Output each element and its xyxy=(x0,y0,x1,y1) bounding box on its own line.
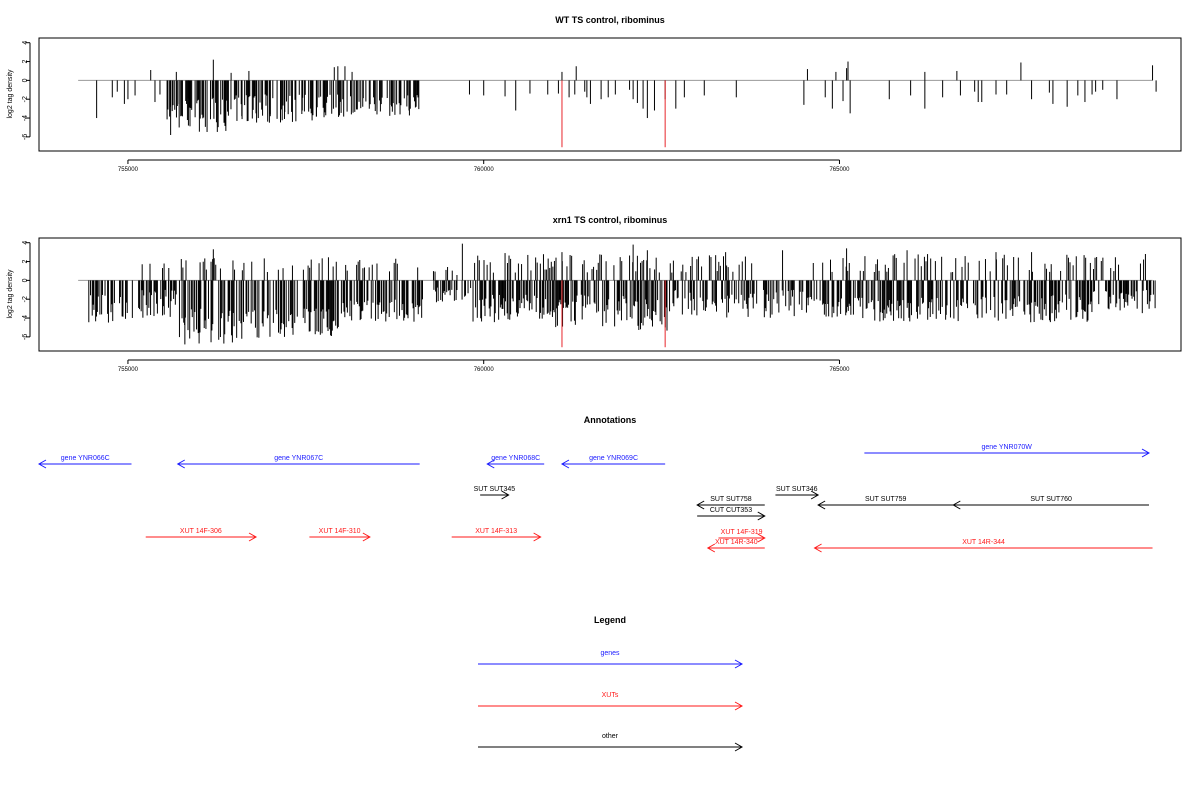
y-axis: 4 2 0 -2 -4 -6 xyxy=(22,41,31,140)
x-tick-label: 765000 xyxy=(829,167,850,173)
legend-label: XUTs xyxy=(602,692,619,699)
legend-arrowhead xyxy=(734,701,744,711)
feature-arrowhead xyxy=(706,543,716,553)
y-axis-label: log2 tag density xyxy=(7,269,14,319)
feature-arrowhead xyxy=(533,532,542,542)
legend-item: XUTs xyxy=(478,692,744,711)
feature-label: XUT 14F-310 xyxy=(319,528,361,535)
feature-arrowhead xyxy=(486,459,495,469)
legend-item: genes xyxy=(478,650,744,669)
y-tick-label: -2 xyxy=(22,96,29,102)
annotation-feature: gene YNR066C xyxy=(37,455,132,469)
x-tick-label: 765000 xyxy=(829,367,850,373)
annotation-feature: gene YNR070W xyxy=(864,444,1150,458)
feature-label: XUT 14F-319 xyxy=(721,529,763,536)
y-tick-label: 0 xyxy=(22,278,29,282)
plot-frame xyxy=(38,37,1182,152)
feature-arrowhead xyxy=(248,532,258,542)
annotation-feature: gene YNR068C xyxy=(486,455,545,469)
y-tick-label: 0 xyxy=(22,78,29,82)
legend-arrowhead xyxy=(734,742,744,752)
y-tick-label: 2 xyxy=(22,59,29,63)
feature-label: XUT 14F-306 xyxy=(180,528,222,535)
feature-arrowhead xyxy=(810,490,820,500)
plot-frame xyxy=(38,237,1182,352)
feature-arrowhead xyxy=(560,459,570,469)
y-axis-label: log2 tag density xyxy=(7,69,14,119)
feature-label: gene YNR067C xyxy=(274,455,323,462)
feature-label: XUT 14R-344 xyxy=(962,539,1005,546)
y-tick-label: -6 xyxy=(22,134,29,140)
annotation-feature: SUT SUT758 xyxy=(696,496,765,510)
x-axis: 755000 760000 765000 xyxy=(118,359,850,373)
y-tick-label: -2 xyxy=(22,296,29,302)
feature-arrowhead xyxy=(696,500,705,510)
x-tick-label: 755000 xyxy=(118,167,139,173)
annotation-features: gene YNR066C gene YNR067C gene YNR068C gene… xyxy=(37,444,1153,553)
annotation-feature: XUT 14F-319 xyxy=(718,529,766,543)
annotation-feature: XUT 14F-313 xyxy=(451,528,542,542)
annotation-feature: SUT SUT759 xyxy=(817,496,954,510)
legend-label: other xyxy=(602,733,619,740)
legend-title: Legend xyxy=(594,615,626,625)
wt-ts-control-panel: WT TS control, ribominus log2 tag densit… xyxy=(7,15,1182,173)
annotation-feature: SUT SUT760 xyxy=(952,496,1149,510)
feature-label: SUT SUT346 xyxy=(776,486,818,493)
feature-label: SUT SUT759 xyxy=(865,496,907,503)
feature-arrowhead xyxy=(501,490,510,500)
feature-arrowhead xyxy=(362,532,371,542)
x-tick-label: 755000 xyxy=(118,367,139,373)
annotations-title: Annotations xyxy=(584,415,637,425)
feature-arrowhead xyxy=(176,459,185,469)
x-tick-label: 760000 xyxy=(474,367,495,373)
feature-label: gene YNR070W xyxy=(981,444,1032,451)
feature-label: gene YNR066C xyxy=(61,455,110,462)
y-tick-label: 4 xyxy=(22,241,29,245)
annotation-feature: XUT 14F-310 xyxy=(309,528,371,542)
x-axis: 755000 760000 765000 xyxy=(118,159,850,173)
annotation-feature: XUT 14R-344 xyxy=(813,539,1153,553)
x-tick-label: 760000 xyxy=(474,167,495,173)
feature-label: XUT 14R-340 xyxy=(715,539,758,546)
feature-label: SUT SUT758 xyxy=(710,496,752,503)
xrn1-ts-control-panel: xrn1 TS control, ribominus log2 tag dens… xyxy=(7,215,1182,373)
feature-label: SUT SUT345 xyxy=(474,486,516,493)
feature-arrowhead xyxy=(757,511,766,521)
density-bars xyxy=(96,59,1157,148)
panel-title: WT TS control, ribominus xyxy=(555,15,665,25)
feature-arrowhead xyxy=(952,500,961,510)
legend-label: genes xyxy=(600,650,620,657)
y-tick-label: 2 xyxy=(22,259,29,263)
annotations-track: Annotations gene YNR066C gene YNR067C gene… xyxy=(37,415,1153,553)
y-tick-label: -4 xyxy=(22,115,29,121)
legend-arrowhead xyxy=(734,659,744,669)
feature-arrowhead xyxy=(37,459,47,469)
legend-items: genes XUTs other xyxy=(478,650,744,752)
feature-arrowhead xyxy=(817,500,826,510)
density-bars xyxy=(88,243,1156,348)
y-tick-label: 4 xyxy=(22,41,29,45)
feature-arrowhead xyxy=(1141,448,1150,458)
feature-arrowhead xyxy=(757,533,766,543)
y-tick-label: -6 xyxy=(22,334,29,340)
feature-label: CUT CUT353 xyxy=(710,507,752,514)
feature-label: gene YNR069C xyxy=(589,455,638,462)
annotation-feature: XUT 14R-340 xyxy=(706,539,765,553)
annotation-feature: SUT SUT345 xyxy=(474,486,516,500)
y-axis: 4 2 0 -2 -4 -6 xyxy=(22,241,31,340)
feature-label: SUT SUT760 xyxy=(1030,496,1072,503)
legend: Legend genes XUTs other xyxy=(478,615,744,752)
y-tick-label: -4 xyxy=(22,315,29,321)
annotation-feature: gene YNR069C xyxy=(560,455,666,469)
legend-item: other xyxy=(478,733,744,752)
annotation-feature: XUT 14F-306 xyxy=(145,528,258,542)
annotation-feature: CUT CUT353 xyxy=(697,507,766,521)
annotation-feature: gene YNR067C xyxy=(176,455,420,469)
panel-title: xrn1 TS control, ribominus xyxy=(553,215,668,225)
feature-arrowhead xyxy=(813,543,822,553)
feature-label: XUT 14F-313 xyxy=(475,528,517,535)
feature-label: gene YNR068C xyxy=(491,455,540,462)
annotation-feature: SUT SUT346 xyxy=(775,486,820,500)
